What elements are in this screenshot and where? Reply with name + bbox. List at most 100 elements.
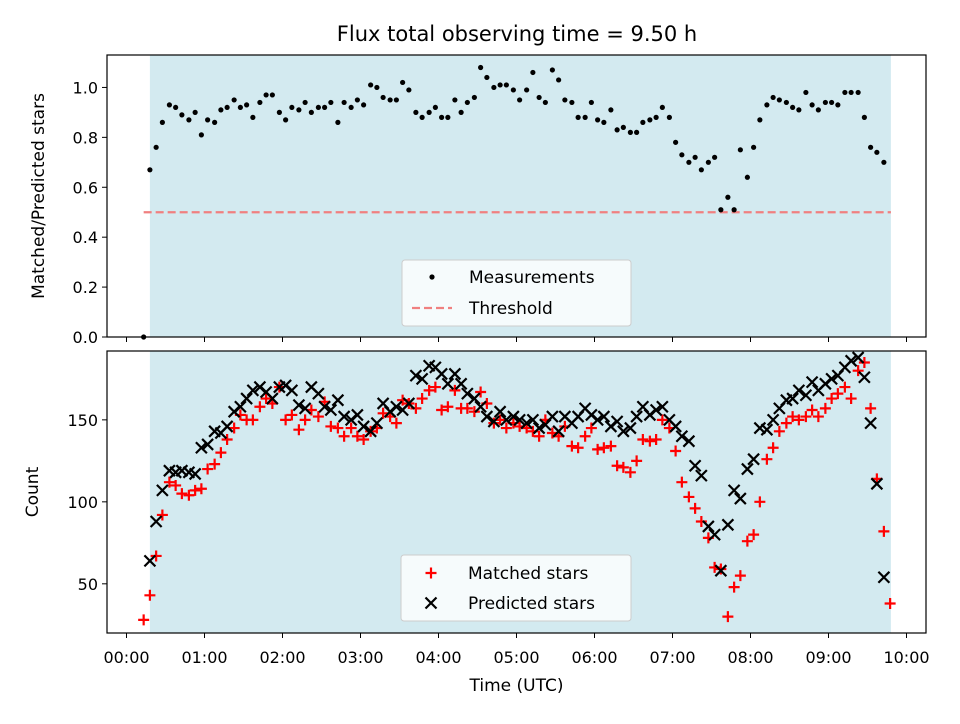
ratio-y-ticks: 0.0 0.2 0.4 0.6 0.8 1.0 xyxy=(73,78,107,347)
measurement-point xyxy=(673,139,679,145)
predicted-star-point xyxy=(546,410,559,423)
measurement-point xyxy=(289,104,295,111)
matched-star-point xyxy=(800,411,812,423)
ratio-x-ticks xyxy=(126,337,907,342)
predicted-star-point xyxy=(246,384,260,397)
matched-star-point xyxy=(138,614,150,626)
measurement-point xyxy=(464,99,470,106)
measurement-point xyxy=(842,89,848,96)
measurement-point xyxy=(308,109,314,115)
matched-star-point xyxy=(845,393,857,405)
y-tick-label: 0.2 xyxy=(73,278,98,297)
legend-box xyxy=(401,259,632,327)
measurement-point xyxy=(419,114,425,120)
measurement-point xyxy=(640,119,646,125)
predicted-star-point xyxy=(766,413,780,427)
legend-matched-marker xyxy=(425,567,437,579)
measurement-point xyxy=(620,124,626,130)
matched-star-point xyxy=(144,589,156,601)
measurement-point xyxy=(380,94,386,101)
measurement-point xyxy=(608,107,614,113)
measurement-point xyxy=(809,102,815,108)
predicted-star-point xyxy=(468,392,481,405)
predicted-star-point xyxy=(688,459,702,473)
measurement-point xyxy=(231,97,237,103)
predicted-star-point xyxy=(474,400,487,414)
matched-star-point xyxy=(500,422,512,434)
matched-star-point xyxy=(767,442,779,454)
count-y-axis-label: Count xyxy=(23,466,43,517)
x-tick-label: 05:00 xyxy=(493,648,539,667)
matched-star-point xyxy=(741,535,753,547)
matched-star-point xyxy=(332,422,344,434)
predicted-star-point xyxy=(318,400,331,414)
predicted-star-point xyxy=(675,429,689,443)
measurement-point xyxy=(835,102,841,108)
predicted-star-point xyxy=(520,416,533,430)
predicted-star-point xyxy=(337,410,351,423)
measurement-point xyxy=(224,104,230,111)
measurement-point xyxy=(737,147,743,153)
predicted-star-point xyxy=(441,377,455,391)
measurement-point xyxy=(542,99,548,106)
y-tick-label: 1.0 xyxy=(73,78,98,97)
predicted-star-point xyxy=(624,421,637,435)
x-axis-label: Time (UTC) xyxy=(469,676,564,696)
predicted-star-point xyxy=(390,400,403,414)
measurement-point xyxy=(588,99,594,106)
predicted-star-point xyxy=(513,413,526,427)
legend-threshold-label: Threshold xyxy=(468,299,553,319)
predicted-star-point xyxy=(695,469,708,482)
count-legend: Matched stars Predicted stars xyxy=(400,554,632,622)
x-tick-label: 00:00 xyxy=(103,648,149,667)
matched-star-point xyxy=(345,422,357,434)
predicted-star-point xyxy=(370,416,384,430)
predicted-star-point xyxy=(656,400,669,414)
matched-star-point xyxy=(377,407,389,419)
count-x-ticks: 00:00 01:00 02:00 03:00 04:00 05:00 06:00 07:00… xyxy=(103,633,930,667)
matched-star-point xyxy=(839,381,851,393)
measurement-point xyxy=(335,119,341,125)
matched-star-point xyxy=(644,435,656,447)
measurement-point xyxy=(166,102,172,108)
measurement-point xyxy=(276,109,282,115)
predicted-star-point xyxy=(285,384,299,397)
measurement-point xyxy=(413,109,419,115)
measurement-point xyxy=(283,117,289,123)
predicted-star-point xyxy=(149,515,163,528)
measurement-point xyxy=(562,97,568,103)
predicted-star-point xyxy=(649,403,663,417)
matched-star-point xyxy=(183,489,195,501)
measurement-point xyxy=(212,119,218,125)
x-tick-label: 03:00 xyxy=(337,648,383,667)
measurement-point xyxy=(829,99,835,106)
predicted-star-point xyxy=(493,405,507,418)
predicted-star-point xyxy=(844,354,858,368)
matched-star-point xyxy=(325,420,337,432)
measurement-point xyxy=(491,84,497,91)
predicted-star-point xyxy=(143,554,157,568)
measurement-point xyxy=(757,117,763,123)
matched-star-point xyxy=(819,402,831,414)
matched-star-point xyxy=(734,570,746,582)
matched-star-point xyxy=(832,388,844,400)
matched-star-point xyxy=(598,442,610,454)
predicted-star-point xyxy=(364,425,377,438)
matched-star-point xyxy=(209,458,221,470)
measurement-point xyxy=(439,114,445,120)
measurement-point xyxy=(653,114,659,120)
measurement-point xyxy=(445,114,451,120)
predicted-star-point xyxy=(240,392,253,405)
measurement-point xyxy=(647,117,653,123)
matched-star-point xyxy=(650,434,662,446)
predicted-star-point xyxy=(201,438,214,451)
matched-star-point xyxy=(488,417,500,429)
measurement-point xyxy=(627,129,633,135)
y-tick-label: 50 xyxy=(78,575,98,594)
ratio-y-axis-label: Matched/Predicted stars xyxy=(29,93,49,299)
matched-star-point xyxy=(189,484,201,496)
measurement-point xyxy=(848,89,854,96)
predicted-star-point xyxy=(877,570,891,584)
measurement-point xyxy=(776,97,782,103)
predicted-star-point xyxy=(870,477,884,491)
